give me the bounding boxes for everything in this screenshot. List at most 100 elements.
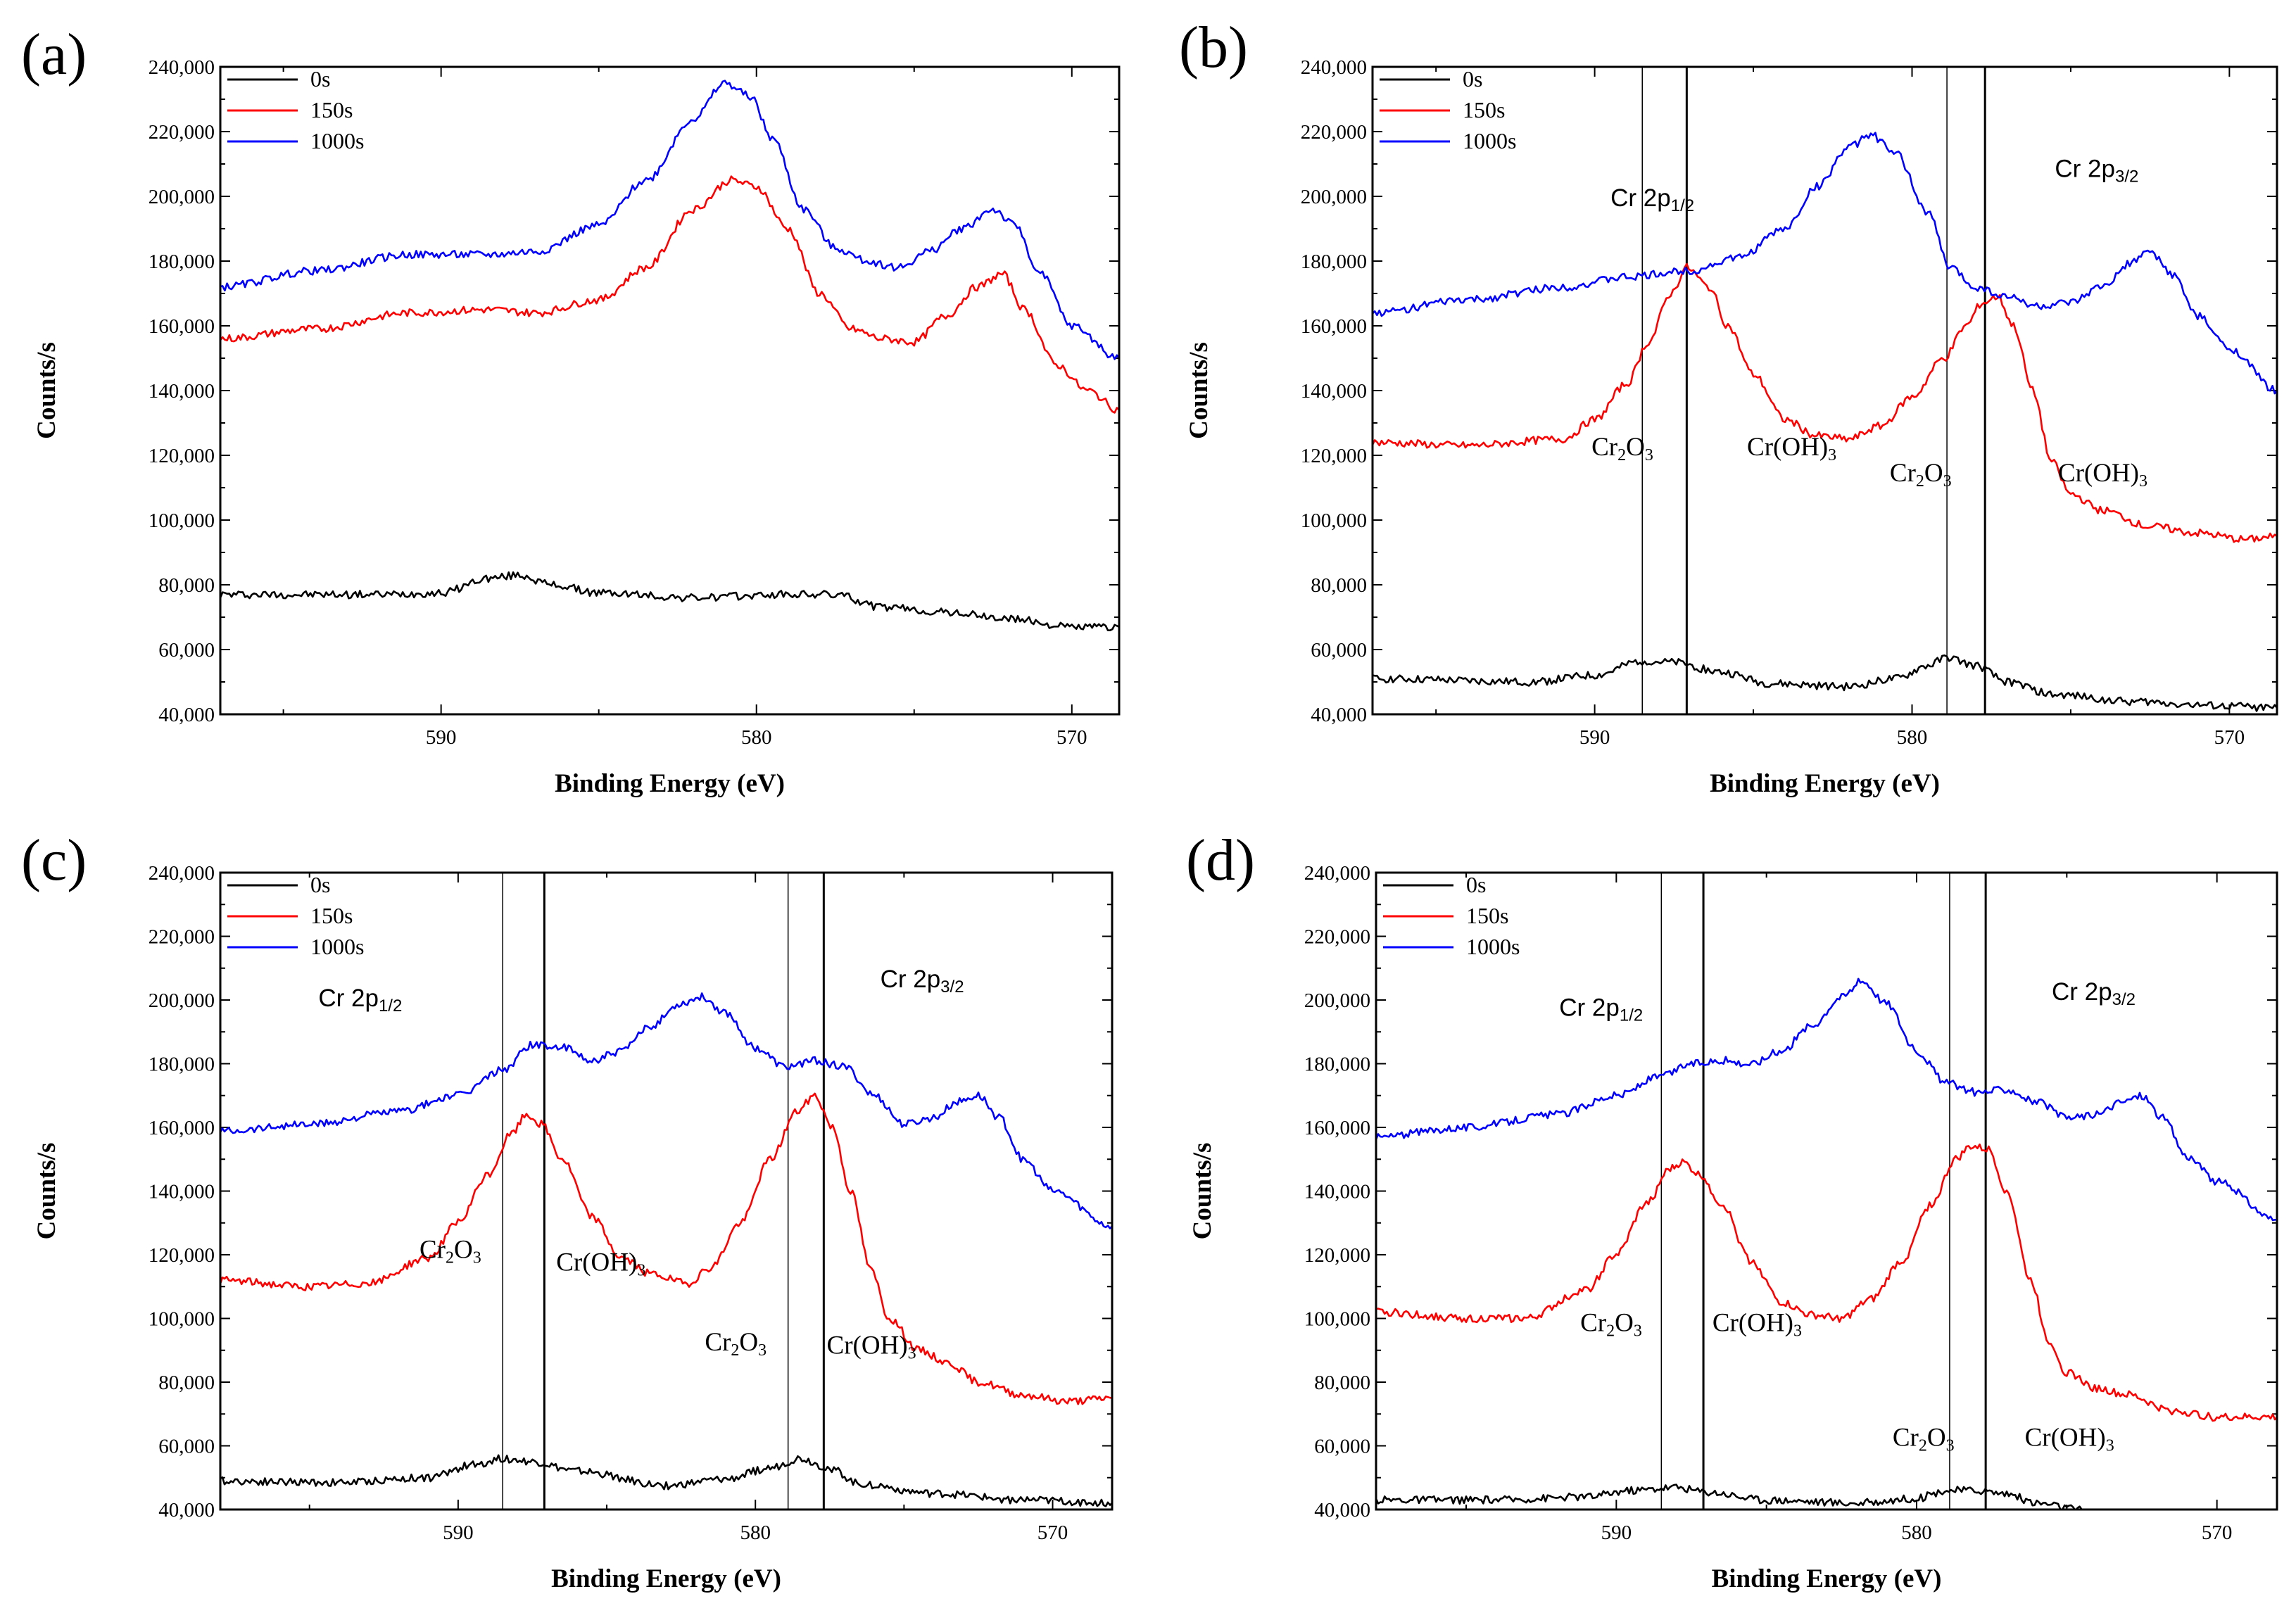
annotation-label: Cr2O3 bbox=[1890, 459, 1952, 491]
x-tick-label: 590 bbox=[1579, 726, 1610, 749]
y-axis-title: Counts/s bbox=[32, 1143, 61, 1240]
x-tick-label: 590 bbox=[1601, 1521, 1632, 1544]
subscript: 3 bbox=[1793, 1322, 1802, 1341]
plot-frame bbox=[1371, 65, 2278, 716]
y-tick-label: 160,000 bbox=[149, 315, 215, 338]
legend-entry: 0s bbox=[1466, 872, 1486, 897]
annotation-label: Cr 2p3/2 bbox=[2055, 155, 2138, 186]
legend-entry: 1000s bbox=[310, 934, 364, 959]
subscript: 3 bbox=[2139, 472, 2147, 491]
subscript: 3 bbox=[908, 1344, 916, 1362]
annotation-label: Cr2O3 bbox=[705, 1328, 767, 1360]
series-line-1000s bbox=[1373, 132, 2277, 395]
series-line-150s bbox=[220, 175, 1119, 414]
y-axis-title: Counts/s bbox=[1188, 1143, 1217, 1240]
subscript: 1/2 bbox=[379, 996, 402, 1015]
annotation-part: O bbox=[1626, 433, 1645, 462]
annotation-part: Cr(OH) bbox=[1747, 433, 1828, 462]
x-axis-title: Binding Energy (eV) bbox=[1712, 1564, 1942, 1593]
annotation-label: Cr(OH)3 bbox=[1747, 433, 1836, 464]
y-tick-label: 180,000 bbox=[149, 251, 215, 273]
y-tick-label: 200,000 bbox=[149, 989, 215, 1012]
series-line-1000s bbox=[1376, 977, 2277, 1222]
x-tick-label: 590 bbox=[443, 1521, 474, 1544]
x-axis-title: Binding Energy (eV) bbox=[551, 1564, 781, 1593]
y-tick-label: 200,000 bbox=[149, 186, 215, 208]
annotation-part: O bbox=[1924, 459, 1943, 488]
y-tick-label: 200,000 bbox=[1304, 989, 1370, 1012]
legend-entry: 1000s bbox=[1463, 128, 1516, 153]
y-tick-label: 240,000 bbox=[1304, 862, 1370, 885]
legend-entry: 0s bbox=[310, 872, 330, 897]
plot-frame bbox=[219, 871, 1114, 1511]
annotation-part: Cr bbox=[705, 1328, 731, 1357]
subscript: 3 bbox=[1645, 446, 1653, 464]
panel-label: (a) bbox=[21, 22, 87, 87]
annotation-part: Cr(OH) bbox=[2058, 459, 2139, 488]
annotation-part: O bbox=[454, 1236, 473, 1265]
x-tick-label: 590 bbox=[426, 726, 457, 749]
x-axis-title: Binding Energy (eV) bbox=[555, 769, 785, 798]
y-tick-label: 180,000 bbox=[1304, 1053, 1370, 1076]
x-tick-label: 570 bbox=[2202, 1521, 2233, 1544]
y-tick-label: 40,000 bbox=[158, 704, 215, 726]
annotation-part: Cr bbox=[1580, 1309, 1606, 1338]
series-group bbox=[220, 992, 1112, 1507]
annotation-part: Cr bbox=[1591, 433, 1617, 462]
y-tick-label: 80,000 bbox=[158, 574, 215, 597]
annotation-label: Cr 2p1/2 bbox=[318, 985, 402, 1015]
annotation-part: Cr 2p bbox=[1559, 994, 1620, 1022]
y-tick-label: 140,000 bbox=[149, 380, 215, 403]
annotation-part: Cr bbox=[1890, 459, 1916, 488]
annotation-label: Cr 2p3/2 bbox=[881, 966, 964, 996]
annotation-part: Cr(OH) bbox=[556, 1248, 637, 1277]
y-tick-label: 120,000 bbox=[1301, 445, 1367, 467]
annotation-label: Cr 2p3/2 bbox=[2052, 978, 2136, 1009]
y-tick-label: 200,000 bbox=[1301, 186, 1367, 208]
x-tick-label: 580 bbox=[740, 1521, 771, 1544]
y-tick-label: 120,000 bbox=[1304, 1244, 1370, 1267]
annotation-label: Cr(OH)3 bbox=[1712, 1309, 1802, 1341]
subscript: 3 bbox=[1946, 1437, 1955, 1455]
legend-entry: 150s bbox=[310, 903, 353, 928]
annotation-label: Cr(OH)3 bbox=[2058, 459, 2147, 491]
y-axis-title: Counts/s bbox=[32, 342, 61, 439]
series-group bbox=[1373, 132, 2277, 712]
y-tick-label: 120,000 bbox=[149, 1244, 215, 1267]
annotation-label: Cr(OH)3 bbox=[827, 1331, 916, 1362]
subscript: 2 bbox=[1606, 1322, 1615, 1341]
annotation-label: Cr2O3 bbox=[1580, 1309, 1642, 1341]
y-tick-label: 100,000 bbox=[1304, 1308, 1370, 1331]
y-tick-label: 160,000 bbox=[1301, 315, 1367, 338]
annotation-label: Cr(OH)3 bbox=[2025, 1424, 2114, 1455]
legend-entry: 1000s bbox=[310, 128, 364, 153]
legend-entry: 150s bbox=[1466, 903, 1508, 928]
y-tick-label: 60,000 bbox=[1314, 1436, 1370, 1458]
x-tick-label: 570 bbox=[1037, 1521, 1068, 1544]
subscript: 2 bbox=[731, 1341, 739, 1360]
y-tick-label: 220,000 bbox=[1301, 121, 1367, 144]
chart-panel-2: (c) 40,000 60,000 80,000 100,000 120,000 140,0… bbox=[21, 828, 1114, 1593]
subscript: 3 bbox=[1943, 472, 1952, 491]
y-tick-label: 240,000 bbox=[149, 862, 215, 885]
subscript: 1/2 bbox=[1620, 1006, 1643, 1025]
y-axis-title: Counts/s bbox=[1185, 342, 1213, 439]
annotation-label: Cr2O3 bbox=[1591, 433, 1653, 464]
y-tick-label: 80,000 bbox=[1311, 574, 1367, 597]
subscript: 2 bbox=[1919, 1437, 1927, 1455]
annotation-label: Cr 2p1/2 bbox=[1559, 994, 1643, 1025]
series-line-0s bbox=[220, 1454, 1112, 1507]
annotation-part: Cr(OH) bbox=[1712, 1309, 1793, 1338]
plot-frame bbox=[1375, 871, 2278, 1511]
y-tick-label: 240,000 bbox=[149, 56, 215, 79]
series-line-1000s bbox=[220, 992, 1112, 1229]
annotation-part: Cr 2p bbox=[2052, 978, 2112, 1006]
y-tick-label: 160,000 bbox=[149, 1117, 215, 1139]
annotation-label: Cr(OH)3 bbox=[556, 1248, 645, 1280]
subscript: 3 bbox=[1634, 1322, 1642, 1341]
chart-panel-1: (b) 40,000 60,000 80,000 100,000 120,000 140,0… bbox=[1179, 15, 2278, 798]
legend-entry: 150s bbox=[1463, 97, 1505, 122]
legend-entry: 0s bbox=[310, 66, 330, 91]
x-axis-title: Binding Energy (eV) bbox=[1710, 769, 1940, 798]
